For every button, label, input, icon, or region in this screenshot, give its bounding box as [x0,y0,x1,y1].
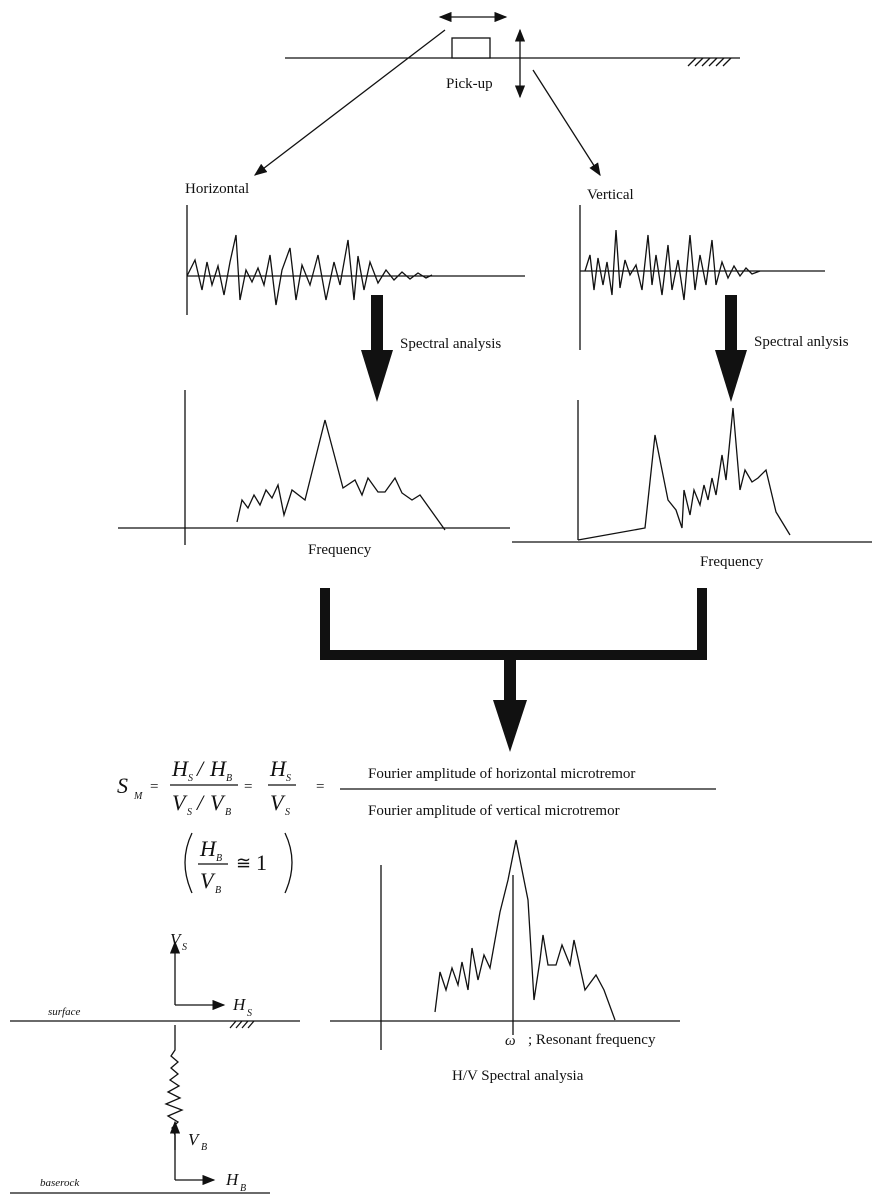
subscript: S [187,807,192,818]
subscript: S [286,773,291,784]
equals: = [150,779,158,795]
symbol: S [117,773,128,798]
symbol: H [209,756,227,781]
subscript: B [240,1183,246,1194]
pickup-label: Pick-up [446,76,493,92]
approx: ≅ [236,853,251,873]
horizontal-label: Horizontal [185,181,249,197]
equals: = [244,779,252,795]
resonant-label: ; Resonant frequency [528,1032,656,1048]
symbol: V [188,1130,201,1149]
subscript: S [182,942,187,953]
symbol: V [172,790,188,815]
vertical-label: Vertical [587,187,634,203]
caption: H/V Spectral analysia [452,1068,584,1084]
slash: / [195,790,205,815]
hv-plot: ω ; Resonant frequency H/V Spectral anal… [330,839,680,1084]
subscript: B [225,807,231,818]
subscript: S [285,807,290,818]
analysis-label: Spectral anlysis [754,334,849,350]
symbol: V [170,930,183,949]
omega: ω [505,1033,516,1049]
vertical-branch: Vertical Spectral anlysis Frequency [512,187,872,570]
numerator: Fourier amplitude of horizontal microtre… [368,766,635,782]
symbol: H [269,756,287,781]
formula: S M = H S / H B V S / V B = H S V S = Fo… [117,756,716,896]
symbol: H [232,995,247,1014]
axis-label: Frequency [700,554,764,570]
one: 1 [256,850,267,875]
symbol: V [200,868,216,893]
pickup-block: Pick-up [253,11,740,177]
axis-label: Frequency [308,542,372,558]
symbol: H [171,756,189,781]
subscript: B [216,853,222,864]
baserock-label: baserock [40,1177,80,1189]
subscript: M [133,791,143,802]
soil-profile: surface V S H S V B baserock H B [10,930,300,1194]
symbol: H [225,1170,240,1189]
horizontal-branch: Horizontal Spectral analysis Frequency [118,181,525,558]
surface-label: surface [48,1006,81,1018]
subscript: B [215,885,221,896]
subscript: S [188,773,193,784]
equals: = [316,779,324,795]
subscript: S [247,1008,252,1019]
symbol: H [199,836,217,861]
symbol: V [270,790,286,815]
denominator: Fourier amplitude of vertical microtremo… [368,803,620,819]
slash: / [195,756,205,781]
subscript: B [226,773,232,784]
merge-arrow [320,588,707,752]
subscript: B [201,1142,207,1153]
symbol: V [210,790,226,815]
analysis-label: Spectral analysis [400,336,501,352]
